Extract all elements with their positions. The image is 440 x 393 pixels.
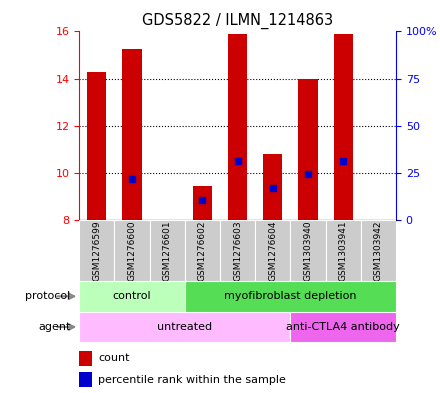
Bar — [150, 220, 185, 281]
Bar — [185, 281, 396, 312]
Text: GSM1276601: GSM1276601 — [163, 220, 172, 281]
Text: GSM1303941: GSM1303941 — [339, 220, 348, 281]
Text: count: count — [98, 353, 130, 363]
Text: GSM1276604: GSM1276604 — [268, 220, 277, 281]
Text: GSM1276599: GSM1276599 — [92, 220, 101, 281]
Bar — [326, 220, 361, 281]
Text: untreated: untreated — [157, 322, 213, 332]
Text: myofibroblast depletion: myofibroblast depletion — [224, 291, 357, 301]
Bar — [228, 34, 247, 220]
Text: GSM1303942: GSM1303942 — [374, 220, 383, 281]
Title: GDS5822 / ILMN_1214863: GDS5822 / ILMN_1214863 — [142, 13, 333, 29]
Bar — [255, 220, 290, 281]
Bar — [298, 79, 318, 220]
Text: GSM1276602: GSM1276602 — [198, 220, 207, 281]
Bar — [290, 220, 326, 281]
Bar — [79, 281, 185, 312]
Bar — [79, 220, 114, 281]
Text: control: control — [113, 291, 151, 301]
Text: anti-CTLA4 antibody: anti-CTLA4 antibody — [286, 322, 400, 332]
Bar — [79, 312, 290, 342]
Bar — [263, 154, 282, 220]
Bar — [185, 220, 220, 281]
Text: GSM1276603: GSM1276603 — [233, 220, 242, 281]
Bar — [193, 186, 212, 220]
Bar — [290, 312, 396, 342]
Bar — [79, 372, 92, 387]
Bar — [87, 72, 106, 220]
Text: protocol: protocol — [25, 291, 70, 301]
Bar — [220, 220, 255, 281]
Text: agent: agent — [38, 322, 70, 332]
Text: percentile rank within the sample: percentile rank within the sample — [98, 375, 286, 385]
Bar — [114, 220, 150, 281]
Text: GSM1303940: GSM1303940 — [304, 220, 312, 281]
Bar — [122, 49, 142, 220]
Bar — [79, 351, 92, 365]
Text: GSM1276600: GSM1276600 — [128, 220, 136, 281]
Bar — [361, 220, 396, 281]
Bar — [334, 34, 353, 220]
